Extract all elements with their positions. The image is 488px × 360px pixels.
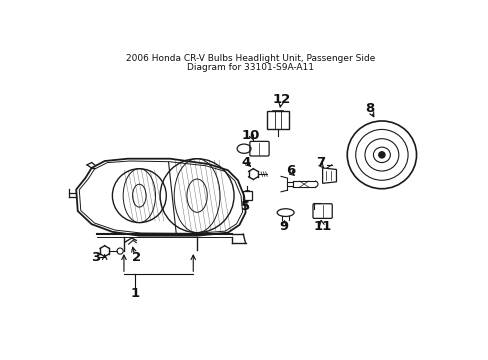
Text: 3: 3	[91, 251, 100, 264]
Text: Diagram for 33101-S9A-A11: Diagram for 33101-S9A-A11	[186, 63, 313, 72]
Text: 10: 10	[241, 129, 260, 142]
Text: 7: 7	[315, 156, 324, 169]
Text: 11: 11	[313, 220, 331, 233]
Text: 2006 Honda CR-V Bulbs Headlight Unit, Passenger Side: 2006 Honda CR-V Bulbs Headlight Unit, Pa…	[125, 54, 374, 63]
Text: 6: 6	[285, 164, 294, 177]
Circle shape	[378, 152, 384, 158]
Text: 1: 1	[131, 287, 140, 300]
Text: 12: 12	[272, 93, 290, 106]
Text: 9: 9	[279, 220, 288, 233]
Text: 5: 5	[241, 200, 250, 213]
Text: 2: 2	[131, 251, 141, 264]
Text: 8: 8	[365, 102, 374, 115]
Text: 4: 4	[241, 156, 250, 169]
